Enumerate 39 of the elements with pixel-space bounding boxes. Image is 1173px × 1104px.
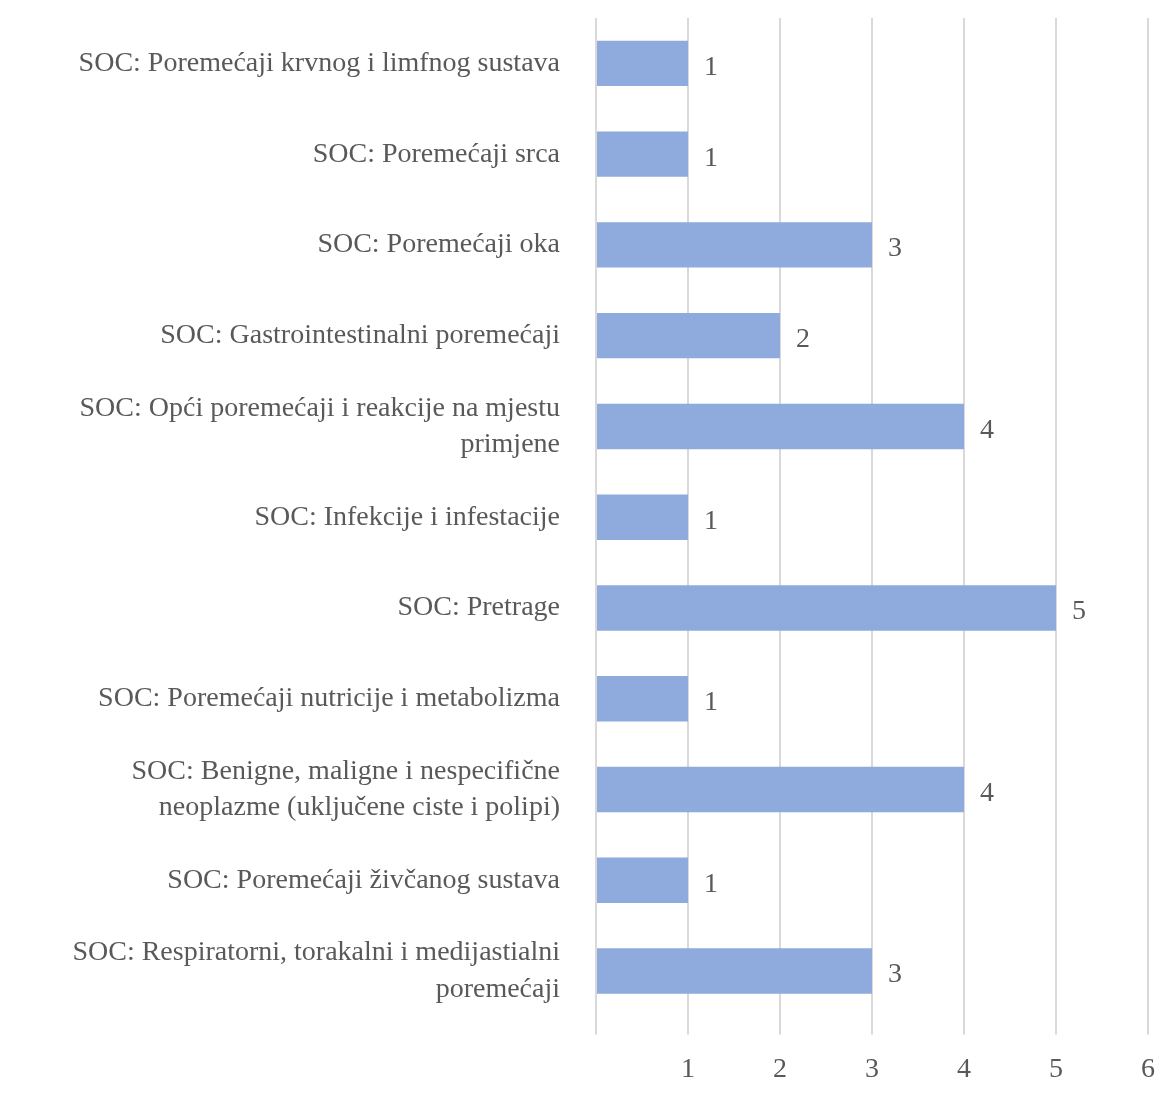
bar bbox=[597, 766, 964, 813]
x-tick-label: 4 bbox=[957, 1051, 971, 1083]
x-tick-label: 6 bbox=[1141, 1051, 1155, 1083]
y-tick-label: SOC: Poremećaji nutricije i metabolizma bbox=[98, 681, 561, 713]
data-label: 4 bbox=[980, 775, 994, 807]
bar bbox=[597, 312, 780, 359]
y-tick-label: SOC: Poremećaji srca bbox=[312, 136, 561, 168]
y-tick-label: SOC: Infekcije i infestacije bbox=[254, 499, 560, 531]
bar bbox=[597, 494, 688, 540]
data-label: 3 bbox=[888, 957, 902, 989]
data-label: 1 bbox=[704, 140, 718, 172]
y-tick-label: SOC: Respiratorni, torakalni i medijastialni poremećaji bbox=[72, 935, 561, 1003]
y-tick-label: SOC: Poremećaji živčanog sustava bbox=[167, 862, 561, 894]
y-tick-label: SOC: Benigne, maligne i nespecifične neoplazme (uključene ciste i polipi) bbox=[131, 753, 560, 822]
y-tick-label: SOC: Opći poremećaji i reakcije na mjestu primjene bbox=[79, 390, 560, 458]
data-label: 1 bbox=[704, 49, 718, 81]
x-tick-label: 3 bbox=[865, 1051, 879, 1083]
data-label: 1 bbox=[704, 866, 718, 898]
bar bbox=[597, 948, 872, 994]
x-tick-label: 5 bbox=[1049, 1051, 1063, 1083]
data-label: 1 bbox=[704, 503, 718, 535]
bar bbox=[597, 131, 688, 177]
y-tick-label: SOC: Poremećaji oka bbox=[317, 227, 561, 259]
bar bbox=[597, 40, 688, 87]
bar bbox=[597, 403, 964, 450]
data-label: 4 bbox=[980, 412, 994, 444]
x-tick-label: 1 bbox=[681, 1051, 695, 1083]
data-label: 3 bbox=[888, 231, 902, 263]
bar bbox=[597, 676, 688, 722]
data-label: 2 bbox=[796, 322, 810, 354]
x-tick-label: 2 bbox=[773, 1051, 787, 1083]
y-tick-label: SOC: Poremećaji krvnog i limfnog sustava bbox=[78, 45, 561, 77]
bar bbox=[597, 222, 872, 268]
data-label: 5 bbox=[1072, 594, 1086, 626]
bar bbox=[597, 585, 1056, 631]
data-label: 1 bbox=[704, 685, 718, 717]
bar bbox=[597, 857, 688, 903]
y-tick-label: SOC: Gastrointestinalni poremećaji bbox=[160, 318, 561, 350]
y-tick-label: SOC: Pretrage bbox=[397, 590, 560, 622]
